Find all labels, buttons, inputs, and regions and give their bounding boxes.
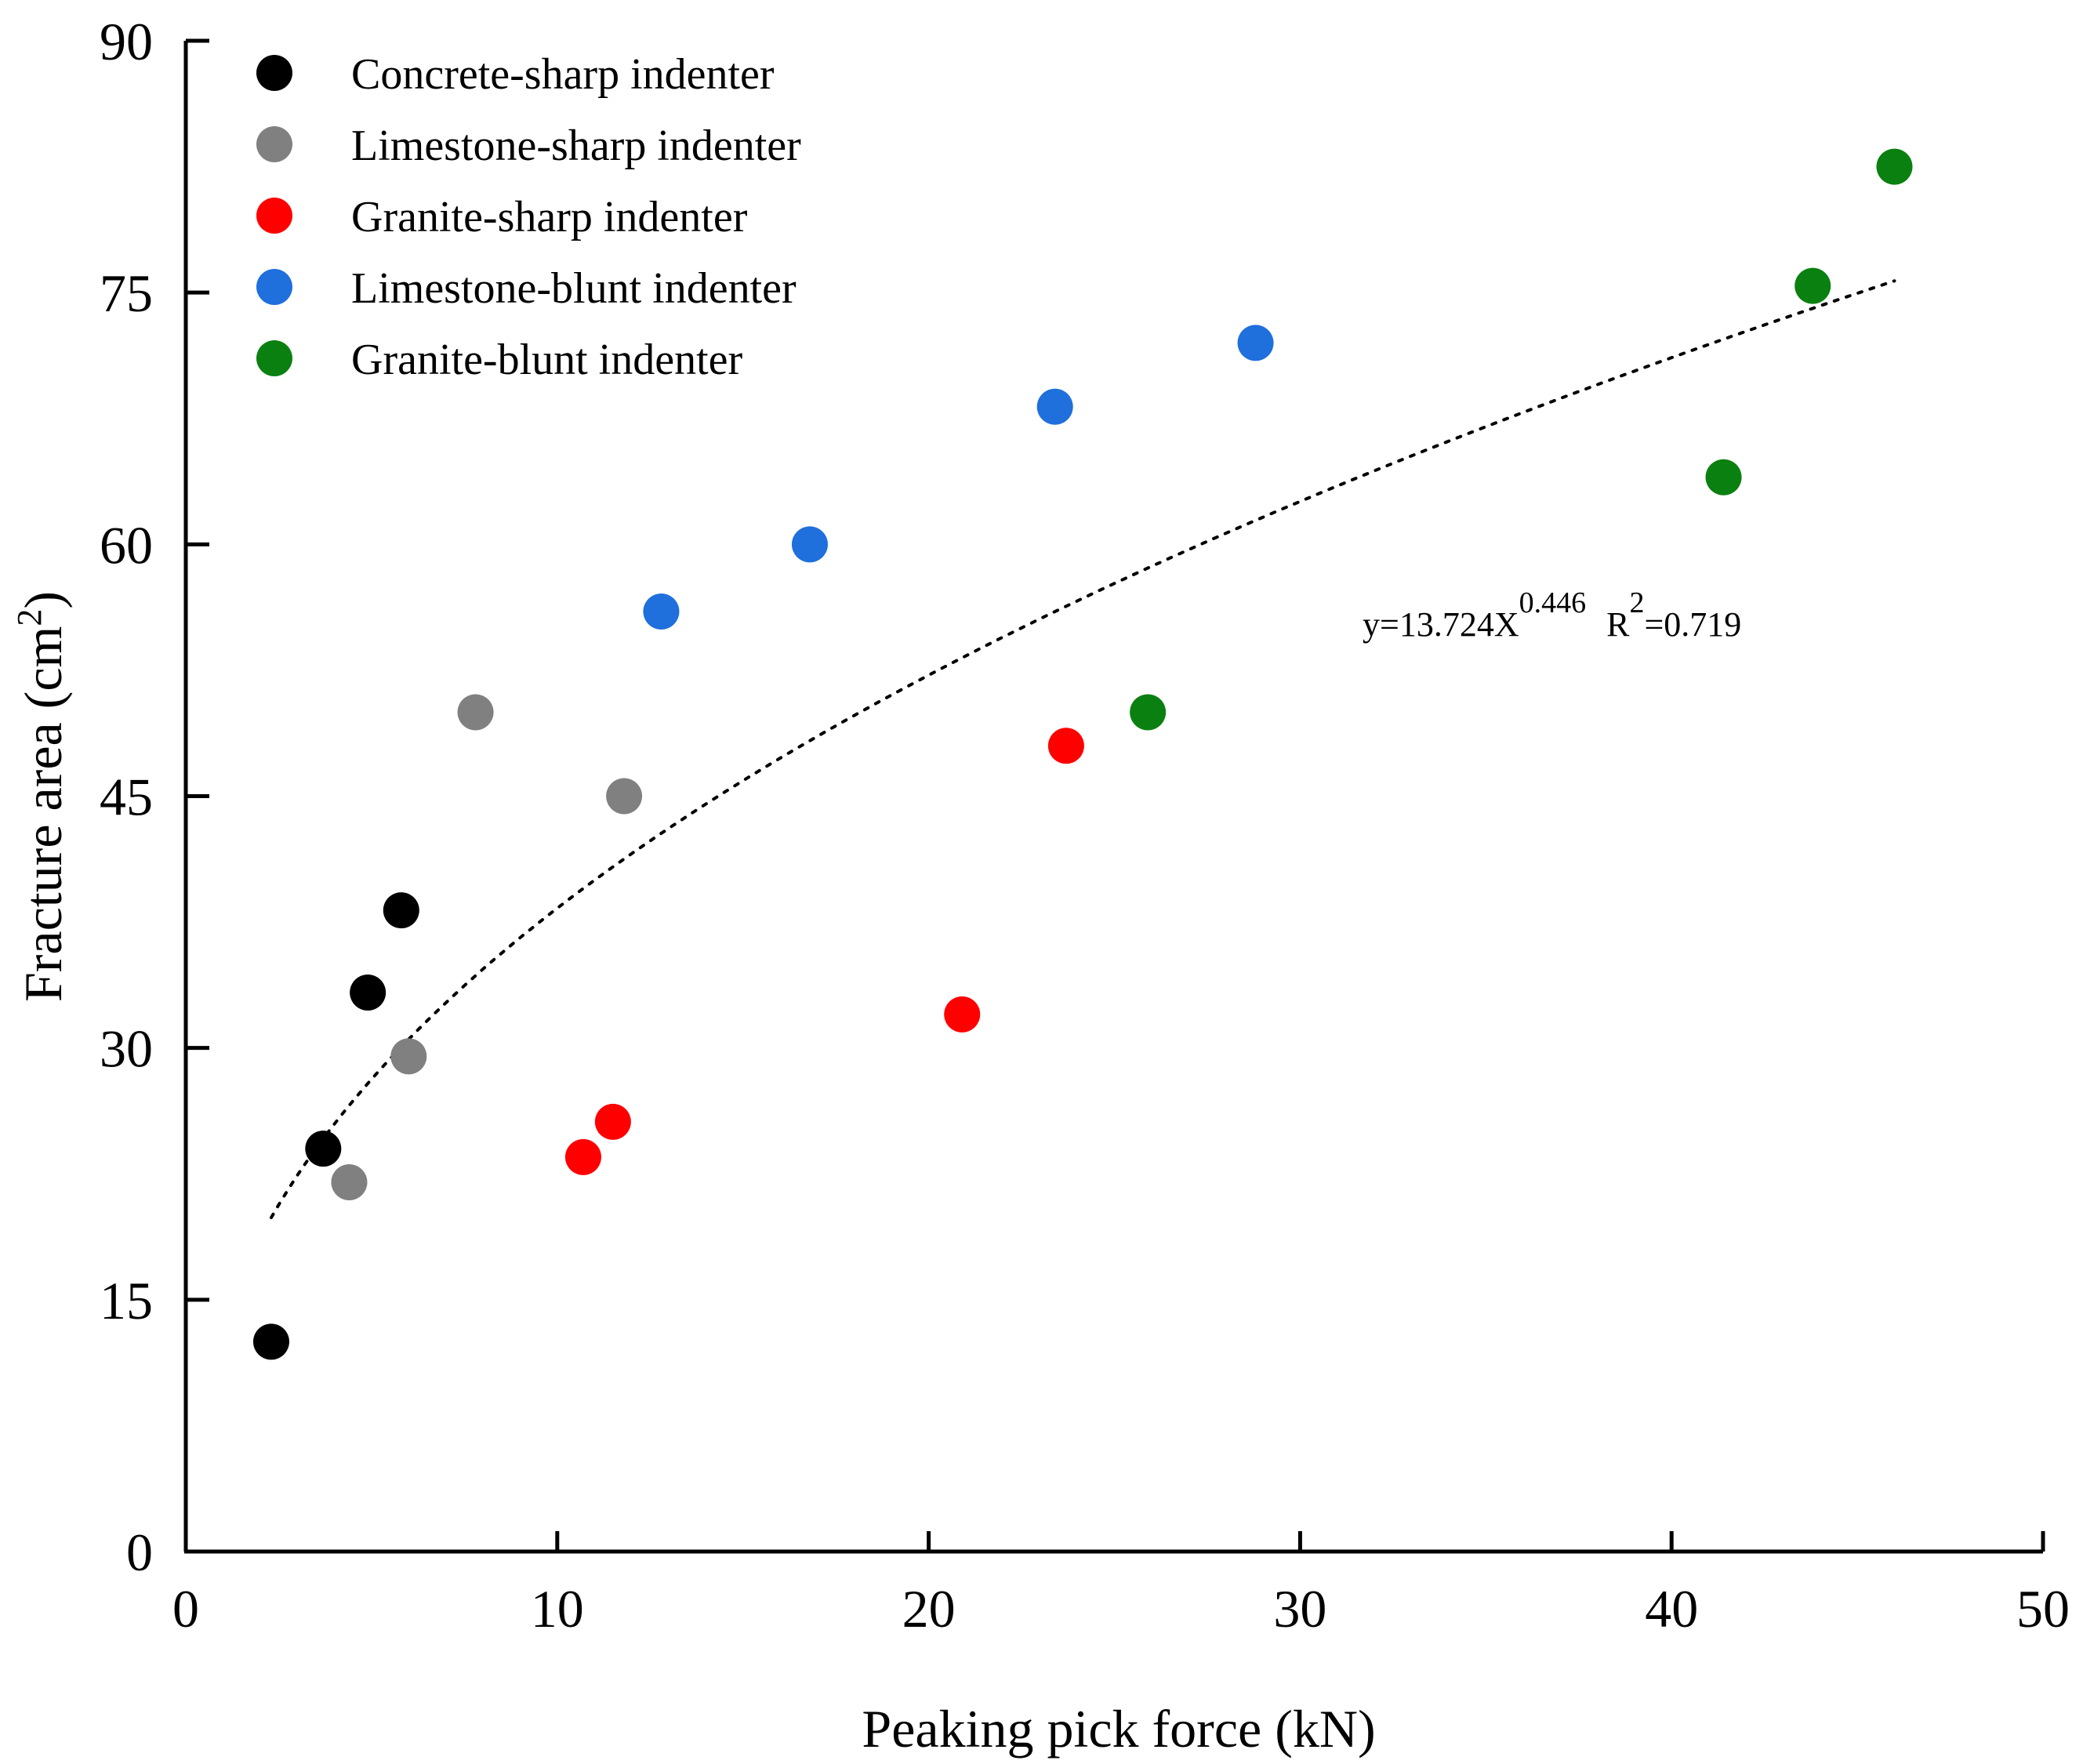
y-axis-title-close: ) — [13, 591, 73, 609]
x-tick-label: 20 — [902, 1579, 956, 1639]
data-point-series-1 — [350, 975, 386, 1011]
y-axis-title: Fracture area (cm2) — [10, 591, 73, 1002]
x-tick-label: 50 — [2016, 1579, 2070, 1639]
fit-equation-base: y=13.724X — [1363, 605, 1519, 644]
ticks: 0 10 20 30 40 50 0 15 30 45 60 75 90 — [100, 12, 2070, 1639]
y-axis-title-main: Fracture area (cm — [13, 626, 73, 1002]
legend-label: Limestone-sharp indenter — [351, 122, 801, 170]
y-tick-label: 60 — [100, 515, 153, 575]
legend-label: Concrete-sharp indenter — [351, 50, 775, 99]
data-point-series-4 — [1237, 325, 1274, 361]
data-point-series-3 — [564, 1138, 601, 1175]
data-point-series-5 — [1795, 267, 1831, 304]
legend-label: Granite-sharp indenter — [351, 193, 748, 241]
fit-curve — [270, 279, 1896, 1219]
data-point-series-2 — [457, 694, 494, 731]
data-point-series-5 — [1130, 694, 1167, 731]
x-tick-label: 30 — [1273, 1579, 1326, 1639]
y-tick-label: 30 — [100, 1019, 153, 1079]
legend: Concrete-sharp indenter Limestone-sharp i… — [256, 50, 801, 384]
data-point-series-1 — [383, 892, 419, 929]
data-point-series-3 — [1047, 728, 1084, 764]
data-point-series-4 — [643, 593, 680, 630]
legend-label: Granite-blunt indenter — [351, 336, 743, 384]
y-tick-label: 75 — [100, 263, 153, 323]
y-axis-title-superscript: 2 — [10, 609, 49, 626]
legend-marker — [256, 55, 292, 91]
y-tick-label: 45 — [100, 768, 153, 827]
data-point-series-4 — [791, 526, 828, 563]
legend-marker — [256, 126, 292, 162]
data-point-series-2 — [390, 1038, 427, 1075]
fit-r2-value: =0.719 — [1644, 605, 1741, 644]
x-axis-title: Peaking pick force (kN) — [862, 1699, 1375, 1759]
data-point-series-5 — [1705, 459, 1742, 495]
y-tick-label: 0 — [126, 1523, 153, 1582]
legend-marker — [256, 269, 292, 305]
data-point-series-5 — [1876, 148, 1913, 185]
x-tick-label: 10 — [531, 1579, 584, 1639]
y-tick-label: 90 — [100, 12, 153, 71]
data-point-series-1 — [305, 1131, 342, 1167]
legend-marker — [256, 340, 292, 376]
x-tick-label: 0 — [172, 1579, 199, 1639]
fit-r2-exponent: 2 — [1629, 586, 1644, 619]
data-point-series-4 — [1036, 388, 1073, 425]
x-tick-label: 40 — [1645, 1579, 1698, 1639]
legend-marker — [256, 198, 292, 234]
fit-r2-label: R — [1606, 605, 1630, 644]
fit-curve-layer — [270, 279, 1896, 1219]
data-point-series-2 — [606, 778, 643, 815]
data-point-series-3 — [944, 996, 981, 1033]
y-tick-label: 15 — [100, 1271, 153, 1330]
legend-label: Limestone-blunt indenter — [351, 264, 797, 313]
fit-equation-exponent: 0.446 — [1519, 586, 1587, 619]
data-points — [252, 148, 1913, 1360]
data-point-series-1 — [252, 1323, 289, 1360]
data-point-series-3 — [594, 1103, 631, 1140]
fit-equation: y=13.724X0.446 R2=0.719 — [1363, 586, 1741, 644]
data-point-series-2 — [331, 1163, 368, 1200]
